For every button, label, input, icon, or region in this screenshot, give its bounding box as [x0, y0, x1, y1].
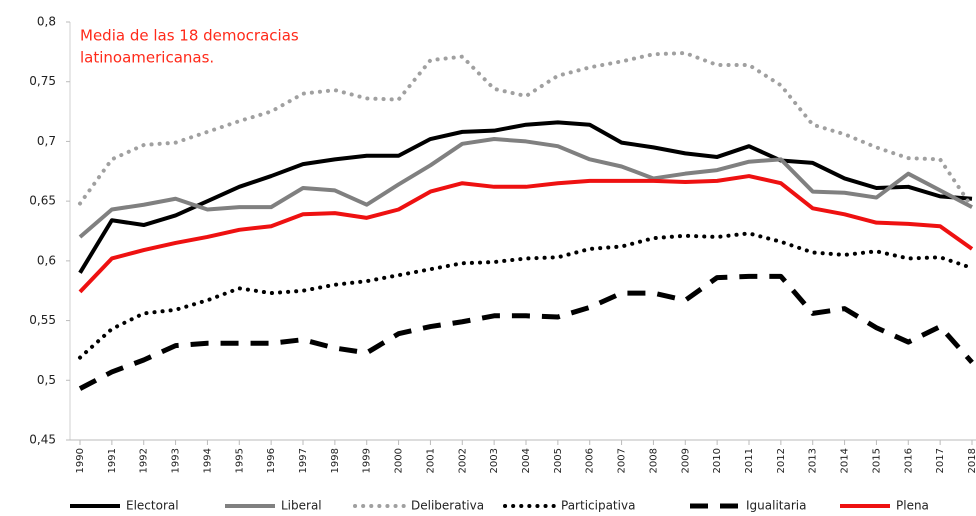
x-tick-label: 2002: [457, 448, 468, 473]
y-tick-label: 0,7: [37, 134, 56, 148]
x-tick-label: 2006: [585, 448, 596, 473]
x-tick-label: 2007: [617, 448, 628, 473]
x-tick-label: 2016: [903, 448, 914, 473]
x-tick-label: 1992: [139, 448, 150, 473]
x-tick-label: 2008: [648, 448, 659, 473]
x-tick-label: 2013: [808, 448, 819, 473]
legend-label: Plena: [896, 499, 929, 513]
x-tick-label: 2009: [680, 448, 691, 473]
series-line: [78, 51, 974, 210]
x-tick-label: 1997: [298, 448, 309, 473]
legend-label: Liberal: [281, 499, 322, 513]
x-tick-label: 2012: [776, 448, 787, 473]
series-line: [78, 231, 974, 360]
annotation-line: Media de las 18 democracias: [80, 27, 299, 45]
legend-label: Participativa: [561, 499, 635, 513]
x-tick-label: 2005: [553, 448, 564, 473]
y-tick-label: 0,45: [29, 433, 56, 447]
y-tick-label: 0,55: [29, 313, 56, 327]
x-tick-label: 2000: [394, 448, 405, 473]
x-tick-label: 1995: [234, 448, 245, 473]
series-line: [78, 137, 973, 239]
legend-label: Electoral: [126, 499, 179, 513]
x-tick-label: 2018: [967, 448, 976, 473]
series-line: [78, 120, 973, 274]
x-tick-label: 1993: [171, 448, 182, 473]
y-tick-label: 0,75: [29, 74, 56, 88]
x-tick-label: 1999: [362, 448, 373, 473]
y-tick-label: 0,5: [37, 373, 56, 387]
y-tick-label: 0,65: [29, 194, 56, 208]
x-tick-label: 2001: [425, 448, 436, 473]
x-tick-label: 1998: [330, 448, 341, 473]
x-tick-label: 2003: [489, 448, 500, 473]
x-tick-label: 2004: [521, 448, 532, 473]
y-tick-label: 0,6: [37, 253, 56, 267]
x-tick-label: 2014: [840, 448, 851, 473]
x-tick-label: 2010: [712, 448, 723, 473]
series-line: [78, 174, 974, 294]
x-tick-label: 1996: [266, 448, 277, 473]
annotation-line: latinoamericanas.: [80, 49, 214, 67]
y-tick-label: 0,8: [37, 15, 56, 29]
x-tick-label: 2011: [744, 448, 755, 473]
series-line: [78, 273, 974, 391]
x-tick-label: 2017: [935, 448, 946, 473]
x-tick-label: 1991: [107, 448, 118, 473]
x-tick-label: 1990: [75, 448, 86, 473]
x-tick-label: 1994: [202, 448, 213, 473]
legend-label: Igualitaria: [746, 499, 806, 513]
legend-label: Deliberativa: [411, 499, 484, 513]
x-tick-label: 2015: [871, 448, 882, 473]
